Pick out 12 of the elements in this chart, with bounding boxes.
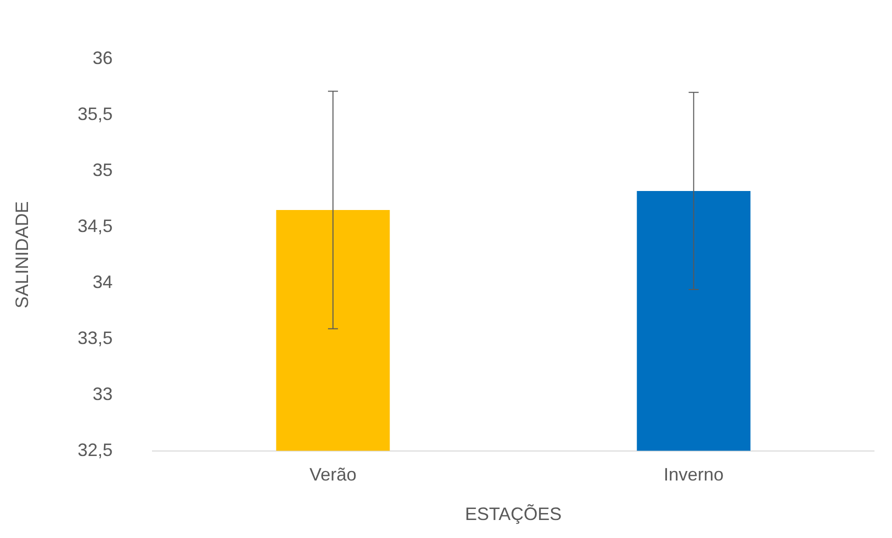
y-tick-label: 36: [92, 48, 113, 68]
x-axis-title: ESTAÇÕES: [464, 504, 562, 524]
y-tick-label: 35,5: [78, 104, 113, 124]
y-tick-label: 34,5: [78, 216, 113, 236]
y-tick-label: 33: [92, 384, 113, 404]
y-tick-label: 32,5: [78, 440, 113, 460]
x-tick-label: Verão: [309, 464, 356, 485]
y-tick-label: 34: [92, 272, 113, 292]
y-axis-title: SALINIDADE: [12, 201, 32, 308]
y-tick-label: 35: [92, 160, 113, 180]
x-tick-label: Inverno: [664, 464, 724, 485]
y-tick-label: 33,5: [78, 328, 113, 348]
